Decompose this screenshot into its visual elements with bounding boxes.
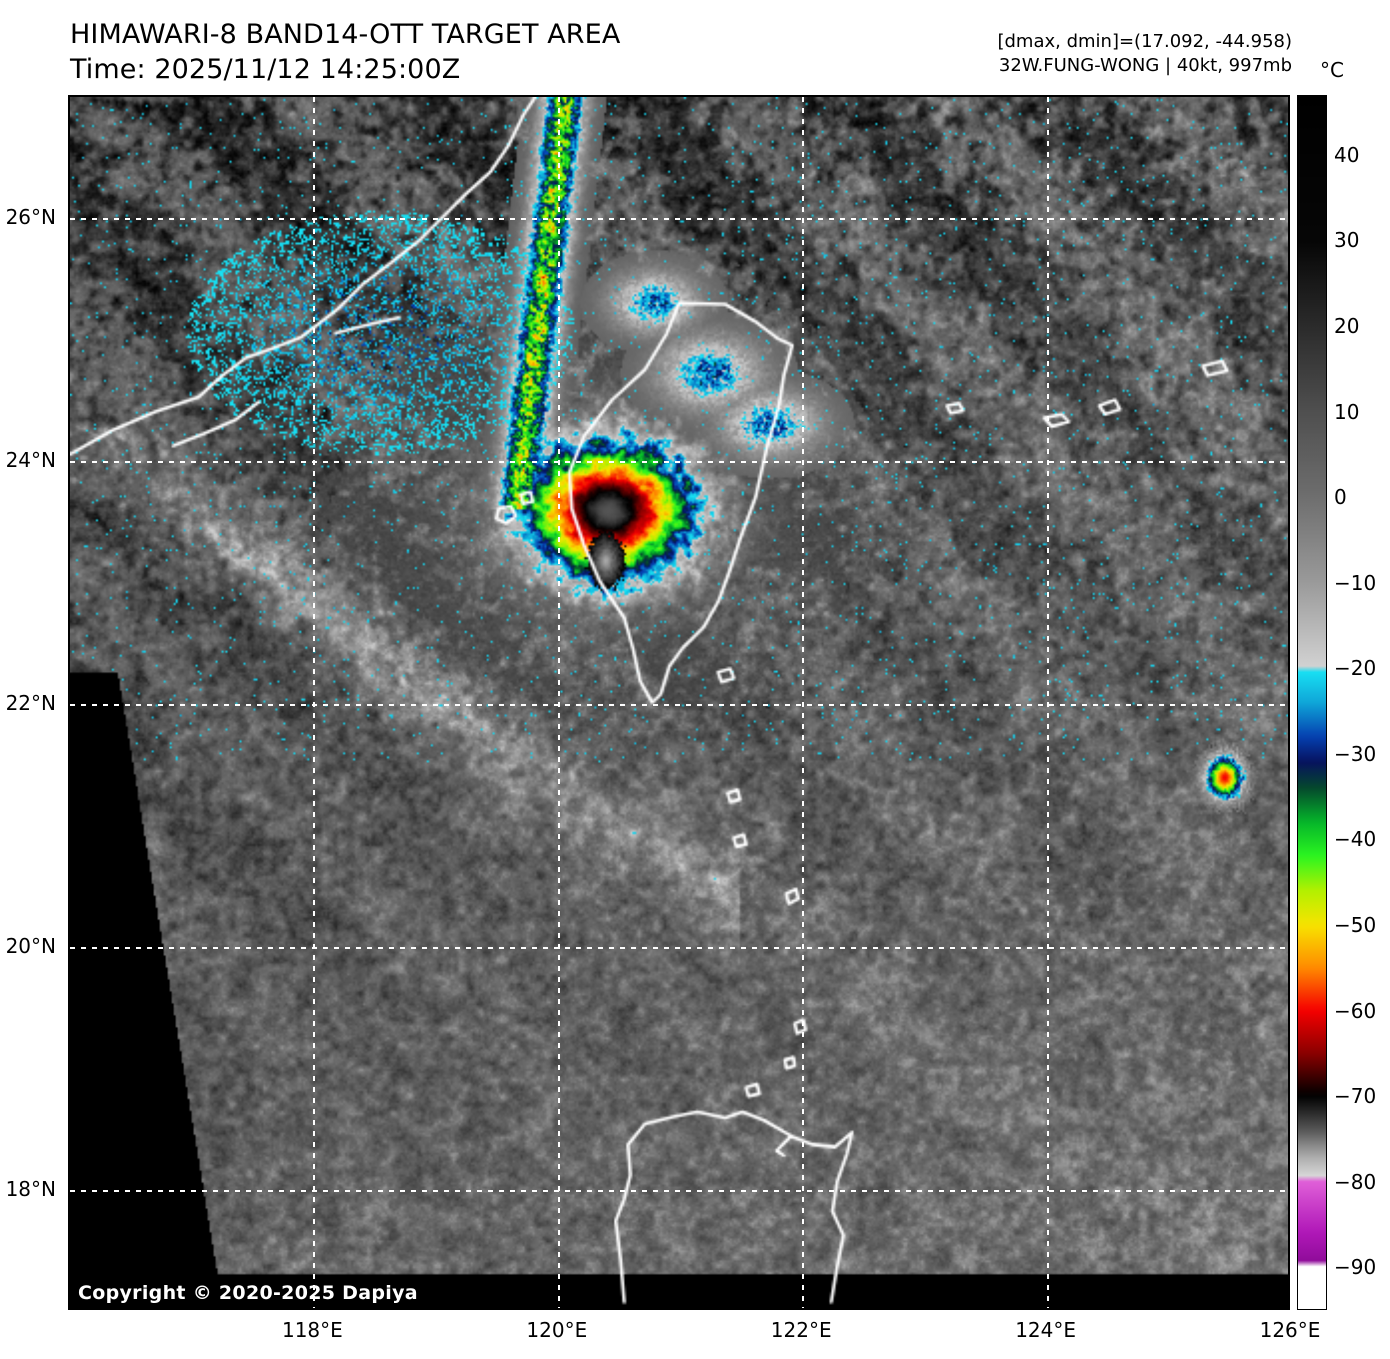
latitude-tick-label: 26°N bbox=[5, 204, 56, 229]
latitude-tick-label: 20°N bbox=[5, 933, 56, 958]
longitude-tick-label: 126°E bbox=[1259, 1318, 1321, 1342]
colorbar-tick-label: 0 bbox=[1334, 485, 1347, 510]
brightness-temperature-raster bbox=[70, 97, 1288, 1308]
latitude-tick-label: 24°N bbox=[5, 447, 56, 472]
latitude-tick-label: 22°N bbox=[5, 690, 56, 715]
colorbar-tick-label: −90 bbox=[1334, 1255, 1377, 1280]
colorbar-tick-label: 30 bbox=[1334, 228, 1360, 253]
title-line: HIMAWARI-8 BAND14-OTT TARGET AREA bbox=[70, 19, 621, 50]
colorbar-tick-label: −80 bbox=[1334, 1169, 1377, 1194]
colorbar-tick-label: 20 bbox=[1334, 314, 1360, 339]
longitude-tick-label: 118°E bbox=[281, 1318, 343, 1342]
colorbar-gradient bbox=[1298, 96, 1326, 1309]
time-line: Time: 2025/11/12 14:25:00Z bbox=[70, 53, 461, 85]
storm-info-text: 32W.FUNG-WONG | 40kt, 997mb bbox=[998, 55, 1292, 77]
latitude-tick-label: 18°N bbox=[5, 1176, 56, 1201]
colorbar-tick-label: −10 bbox=[1334, 570, 1377, 595]
colorbar-tick-label: 10 bbox=[1334, 399, 1360, 424]
colorbar-tick-label: −20 bbox=[1334, 656, 1377, 681]
satellite-plot-area bbox=[68, 95, 1290, 1310]
colorbar-tick-label: −40 bbox=[1334, 827, 1377, 852]
infrared-imagery-canvas bbox=[70, 97, 1288, 1308]
colorbar-tick-label: −60 bbox=[1334, 998, 1377, 1023]
figure-metadata: [dmax, dmin]=(17.092, -44.958) 32W.FUNG-… bbox=[997, 30, 1292, 79]
colorbar-tick-label: −70 bbox=[1334, 1084, 1377, 1109]
colorbar-tick-label: −50 bbox=[1334, 912, 1377, 937]
longitude-tick-label: 124°E bbox=[1015, 1318, 1076, 1342]
copyright-text: Copyright © 2020-2025 Dapiya bbox=[78, 1282, 418, 1304]
colorbar-unit-label: °C bbox=[1320, 58, 1344, 82]
longitude-tick-label: 122°E bbox=[770, 1318, 832, 1342]
figure-title: HIMAWARI-8 BAND14-OTT TARGET AREA Time: … bbox=[70, 18, 620, 87]
colorbar-tick-label: 40 bbox=[1334, 142, 1360, 167]
longitude-tick-label: 120°E bbox=[526, 1318, 588, 1342]
colorbar-tick-label: −30 bbox=[1334, 741, 1377, 766]
dminmax-text: [dmax, dmin]=(17.092, -44.958) bbox=[997, 31, 1292, 52]
temperature-colorbar bbox=[1297, 95, 1327, 1310]
